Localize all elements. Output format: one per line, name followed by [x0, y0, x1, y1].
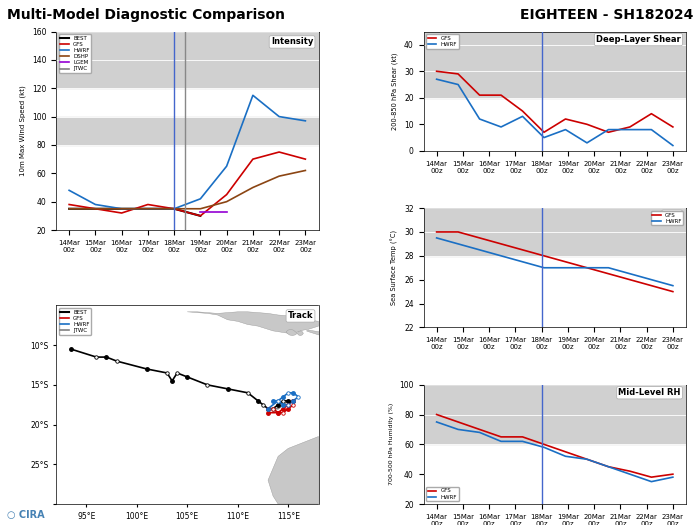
Legend: BEST, GFS, HWRF, DSHP, LGEM, JTWC: BEST, GFS, HWRF, DSHP, LGEM, JTWC	[59, 34, 92, 73]
Bar	[424, 256, 686, 328]
Bar	[56, 32, 318, 88]
Bar	[56, 117, 318, 145]
Text: EIGHTEEN - SH182024: EIGHTEEN - SH182024	[519, 8, 693, 22]
Y-axis label: 700-500 hPa Humidity (%): 700-500 hPa Humidity (%)	[389, 403, 393, 486]
Legend: GFS, HWRF: GFS, HWRF	[426, 487, 459, 501]
Text: Deep-Layer Shear: Deep-Layer Shear	[596, 35, 680, 44]
Bar	[424, 208, 686, 256]
Text: Multi-Model Diagnostic Comparison: Multi-Model Diagnostic Comparison	[7, 8, 285, 22]
Polygon shape	[298, 331, 303, 335]
Text: Mid-Level RH: Mid-Level RH	[618, 388, 680, 397]
Legend: BEST, GFS, HWRF, JTWC: BEST, GFS, HWRF, JTWC	[59, 308, 92, 335]
Text: SST: SST	[664, 212, 680, 220]
Polygon shape	[286, 329, 297, 335]
Bar	[424, 98, 686, 124]
Legend: GFS, HWRF: GFS, HWRF	[650, 211, 683, 225]
Polygon shape	[187, 312, 318, 333]
Bar	[56, 145, 318, 230]
Polygon shape	[307, 330, 323, 335]
Text: Track: Track	[288, 311, 314, 320]
Text: Intensity: Intensity	[271, 37, 314, 46]
Text: ○ CIRA: ○ CIRA	[7, 510, 45, 520]
Bar	[56, 88, 318, 117]
Legend: GFS, HWRF: GFS, HWRF	[426, 34, 459, 49]
Bar	[424, 444, 686, 504]
Y-axis label: 10m Max Wind Speed (kt): 10m Max Wind Speed (kt)	[20, 86, 26, 176]
Y-axis label: 200-850 hPa Shear (kt): 200-850 hPa Shear (kt)	[392, 52, 398, 130]
Y-axis label: Sea Surface Temp (°C): Sea Surface Temp (°C)	[391, 230, 398, 306]
Bar	[424, 32, 686, 98]
Bar	[424, 385, 686, 444]
Bar	[424, 124, 686, 151]
Polygon shape	[268, 436, 318, 504]
